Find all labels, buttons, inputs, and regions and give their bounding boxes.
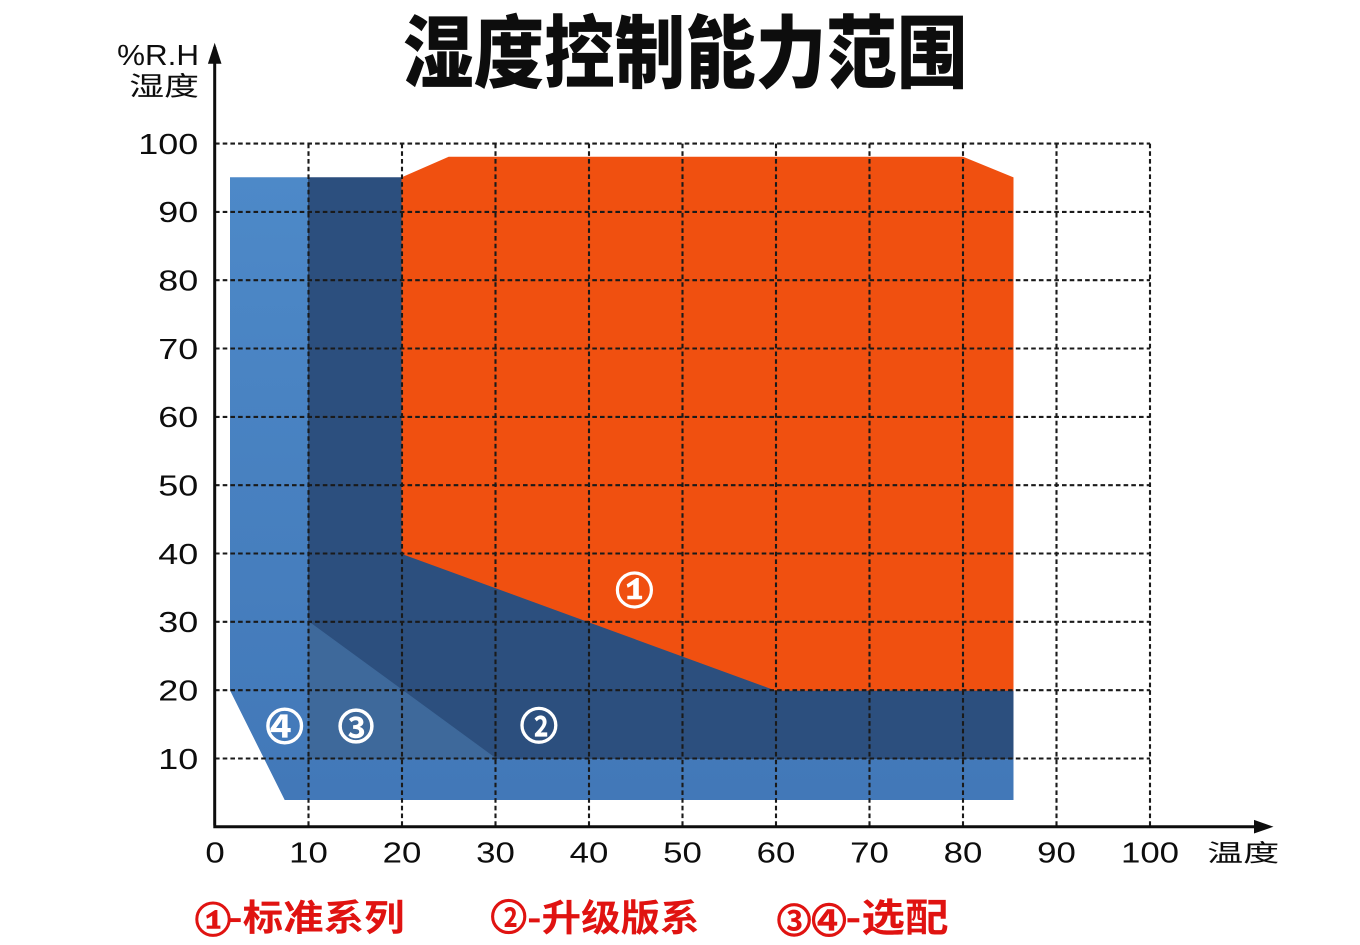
svg-text:90: 90 — [1037, 836, 1076, 869]
svg-text:80: 80 — [944, 836, 983, 869]
svg-text:30: 30 — [476, 836, 515, 869]
svg-text:0: 0 — [205, 836, 224, 869]
svg-text:70: 70 — [850, 836, 889, 869]
svg-text:50: 50 — [663, 836, 702, 869]
svg-text:10: 10 — [158, 742, 198, 775]
svg-text:10: 10 — [289, 836, 328, 869]
svg-text:30: 30 — [158, 605, 198, 638]
svg-text:40: 40 — [570, 836, 609, 869]
svg-text:80: 80 — [158, 264, 198, 297]
svg-text:%R.H: %R.H — [117, 40, 199, 71]
svg-text:50: 50 — [158, 469, 198, 502]
svg-text:60: 60 — [757, 836, 796, 869]
svg-text:90: 90 — [158, 196, 198, 229]
svg-text:100: 100 — [1121, 836, 1179, 869]
svg-text:100: 100 — [138, 127, 198, 160]
svg-text:20: 20 — [158, 674, 198, 707]
svg-text:40: 40 — [158, 537, 198, 570]
svg-text:60: 60 — [158, 401, 198, 434]
svg-text:20: 20 — [383, 836, 422, 869]
svg-text:70: 70 — [158, 332, 198, 365]
